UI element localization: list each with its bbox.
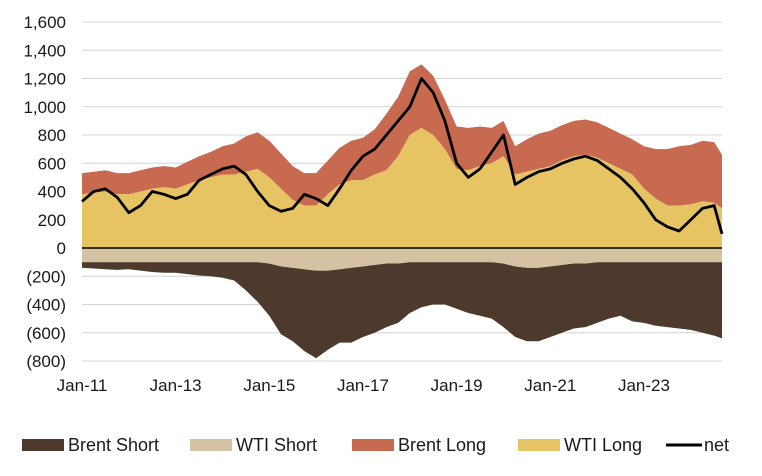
- legend-swatch: [518, 439, 560, 451]
- x-tick-label: Jan-17: [337, 376, 389, 395]
- legend-label: WTI Long: [564, 435, 642, 455]
- area-wti-long: [82, 127, 722, 248]
- x-tick-label: Jan-23: [618, 376, 670, 395]
- net-line-series: [81, 77, 724, 235]
- area-series: [82, 64, 722, 359]
- y-tick-label: 800: [38, 126, 66, 145]
- y-tick-label: 1,000: [23, 98, 66, 117]
- legend-swatch: [22, 439, 64, 451]
- legend-label: net: [704, 435, 729, 455]
- y-tick-label: 200: [38, 211, 66, 230]
- x-axis: Jan-11 Jan-13 Jan-15 Jan-17 Jan-19 Jan-21 Jan-…: [57, 360, 722, 395]
- y-tick-label: 1,600: [23, 13, 66, 32]
- y-tick-label: (800): [26, 352, 66, 371]
- x-tick-label: Jan-19: [431, 376, 483, 395]
- area-brent-short: [82, 262, 722, 359]
- y-tick-label: 600: [38, 154, 66, 173]
- net-line: [81, 77, 724, 235]
- y-tick-label: 400: [38, 183, 66, 202]
- y-tick-label: (400): [26, 296, 66, 315]
- area-wti-short: [82, 248, 722, 271]
- y-tick-label: 1,200: [23, 70, 66, 89]
- y-tick-label: 1,400: [23, 41, 66, 60]
- y-tick-label: (600): [26, 324, 66, 343]
- legend-label: WTI Short: [236, 435, 317, 455]
- legend-label: Brent Short: [68, 435, 159, 455]
- x-tick-label: Jan-11: [57, 376, 108, 395]
- legend: Brent Short WTI Short Brent Long WTI Long ne…: [22, 435, 729, 455]
- legend-label: Brent Long: [398, 435, 486, 455]
- y-tick-label: 0: [57, 239, 66, 258]
- x-tick-label: Jan-13: [150, 376, 202, 395]
- legend-swatch: [352, 439, 394, 451]
- x-tick-label: Jan-21: [524, 376, 576, 395]
- legend-swatch: [190, 439, 232, 451]
- x-tick-label: Jan-15: [243, 376, 295, 395]
- y-tick-label: (200): [26, 267, 66, 286]
- y-axis: (800) (600) (400) (200) 0 200 400 600 800 1,000 1,…: [23, 13, 66, 371]
